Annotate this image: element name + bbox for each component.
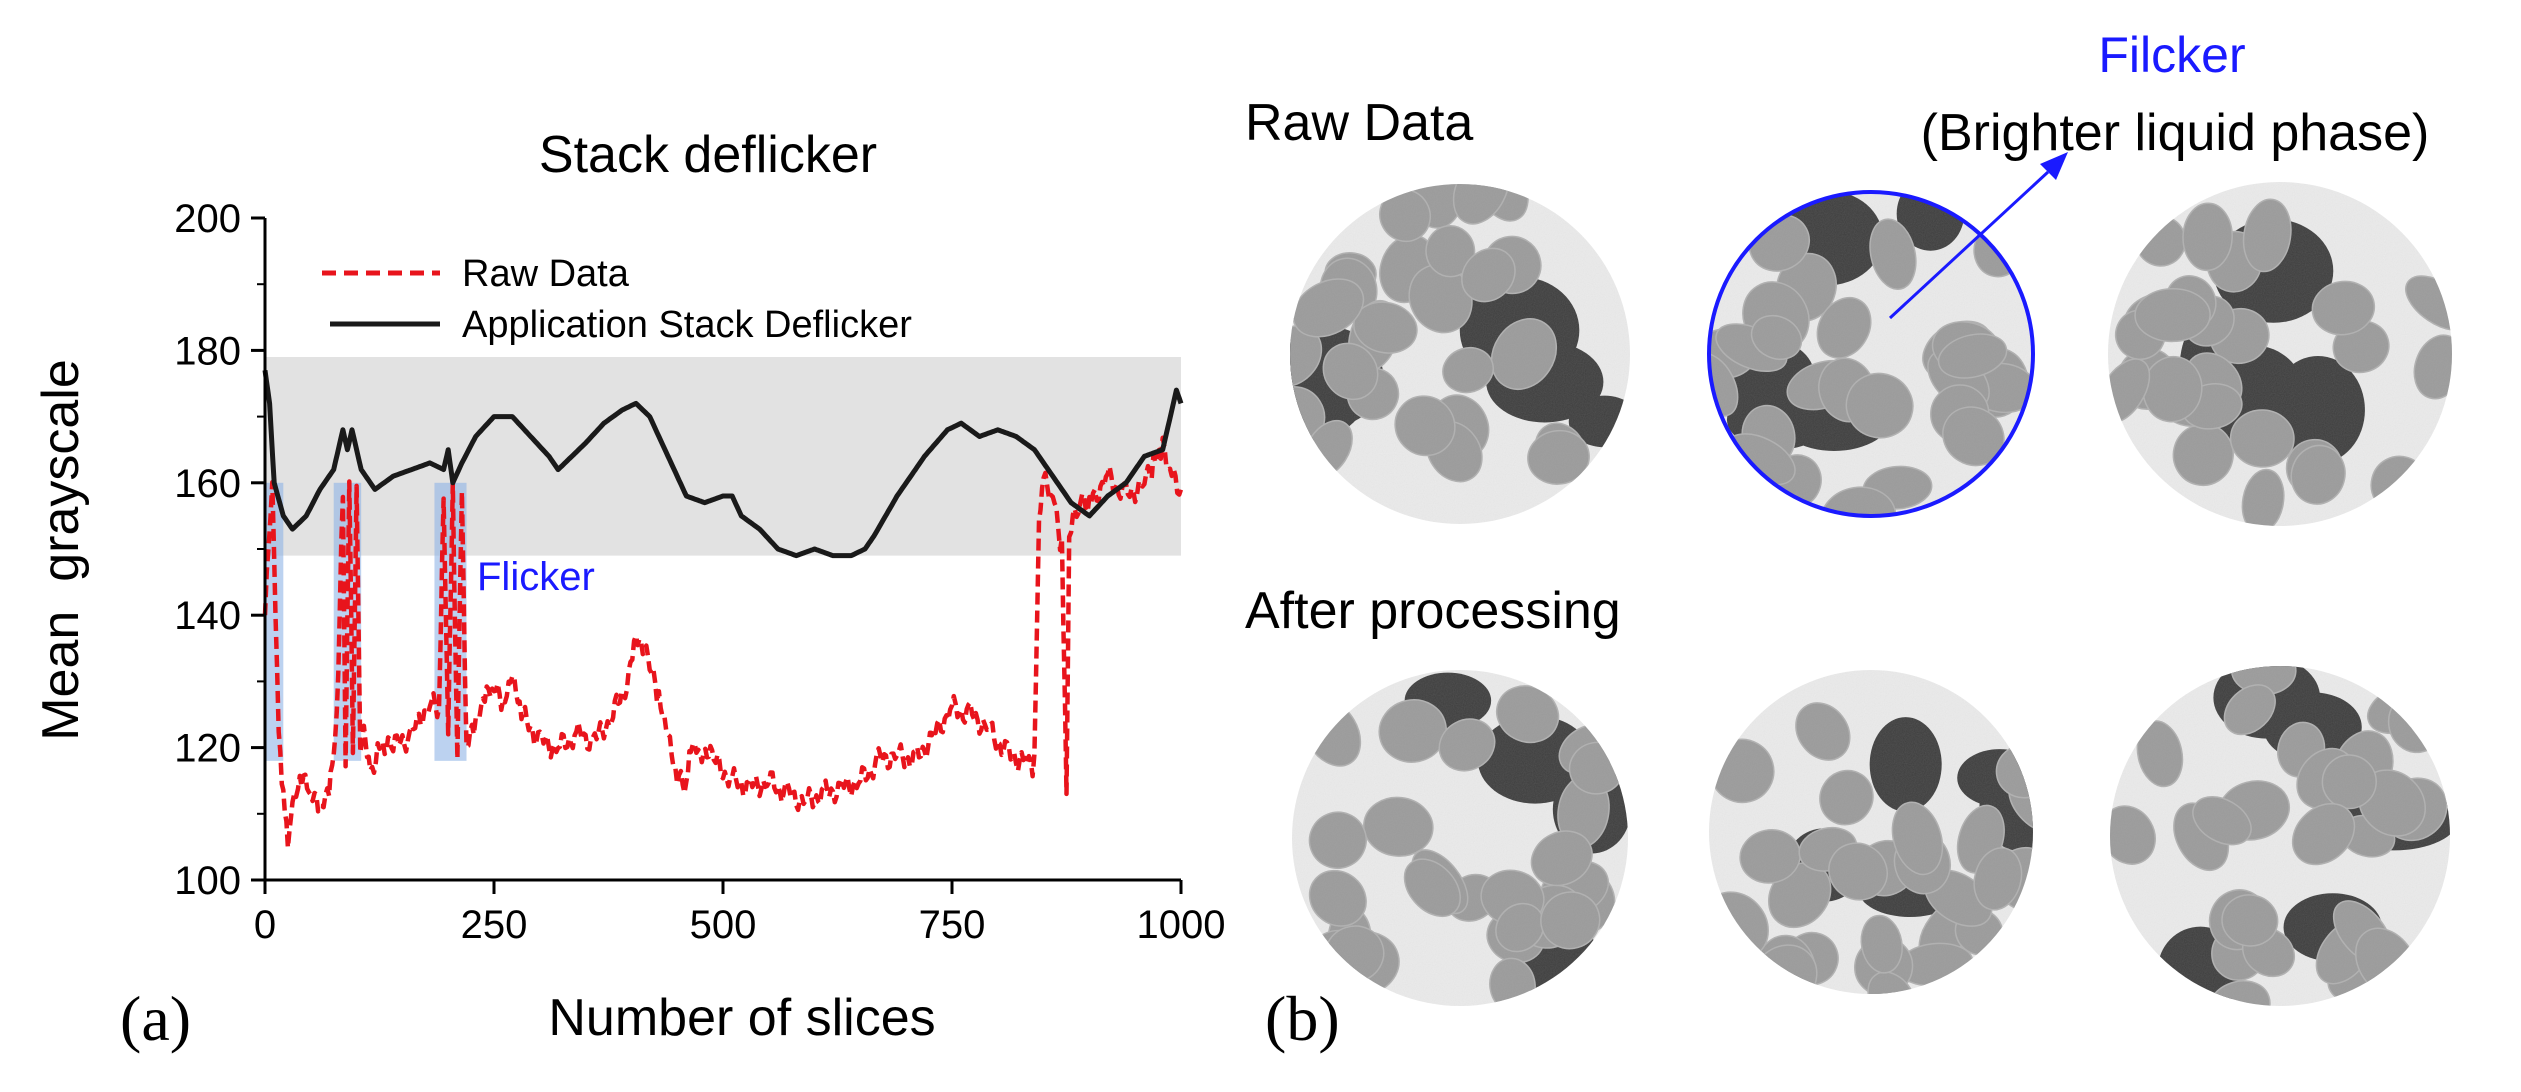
chart-panel: Stack deflicker 0 250 500 750 1000 100 120 140 1…: [32, 126, 1225, 1054]
flicker-subtitle: (Brighter liquid phase): [1921, 104, 2430, 162]
flicker-arrowhead: [2040, 152, 2068, 180]
y-tick-label-3: 160: [174, 462, 241, 506]
noise-overlay: [2110, 666, 2450, 1006]
noise-overlay: [1290, 184, 1630, 524]
sample-image-5: [2110, 666, 2450, 1006]
legend-label-deflicker: Application Stack Deflicker: [462, 304, 912, 346]
noise-overlay: [1709, 192, 2033, 516]
flicker-ring: [1707, 190, 2035, 518]
y-tick-label-1: 120: [174, 727, 241, 771]
flicker-annotation: Flicker: [477, 555, 595, 599]
sample-images: [1290, 182, 2452, 1006]
sample-image-1: [1709, 192, 2033, 516]
x-tick-label-4: 1000: [1137, 903, 1226, 947]
chart-title: Stack deflicker: [539, 126, 877, 184]
sample-image-2: [2108, 182, 2452, 526]
sample-image-3: [1292, 670, 1628, 1006]
x-tick-label-3: 750: [919, 903, 986, 947]
noise-overlay: [1709, 670, 2033, 994]
band-region: [265, 357, 1181, 556]
legend-label-raw: Raw Data: [462, 253, 630, 295]
y-tick-label-0: 100: [174, 859, 241, 903]
x-tick-label-2: 500: [690, 903, 757, 947]
x-axis-label: Number of slices: [548, 989, 935, 1047]
series-line-1: [262, 369, 1184, 559]
series-group: [262, 369, 1184, 851]
series-line-0: [262, 435, 1184, 851]
x-tick-label-0: 0: [254, 903, 276, 947]
panel-label-a: (a): [120, 983, 191, 1054]
flicker-arrow: [1888, 170, 2050, 320]
y-tick-label-2: 140: [174, 594, 241, 638]
row-label-raw: Raw Data: [1245, 94, 1473, 152]
axis-ticks: 0 250 500 750 1000 100 120 140 160 180 200: [174, 197, 1225, 947]
y-tick-label-5: 200: [174, 197, 241, 241]
x-tick-label-1: 250: [461, 903, 528, 947]
row-label-processed: After processing: [1245, 582, 1621, 640]
noise-overlay: [2108, 182, 2452, 526]
sample-image-4: [1709, 670, 2033, 994]
noise-overlay: [1292, 670, 1628, 1006]
legend: Raw Data Application Stack Deflicker: [322, 253, 912, 346]
panel-label-b: (b): [1265, 983, 1340, 1054]
flicker-title: Filcker: [2098, 27, 2245, 83]
sample-image-0: [1290, 184, 1630, 524]
y-tick-label-4: 180: [174, 329, 241, 373]
image-panel: Raw Data After processing Filcker (Brigh…: [1245, 27, 2452, 1054]
y-axis-label: Mean grayscale: [32, 359, 90, 741]
